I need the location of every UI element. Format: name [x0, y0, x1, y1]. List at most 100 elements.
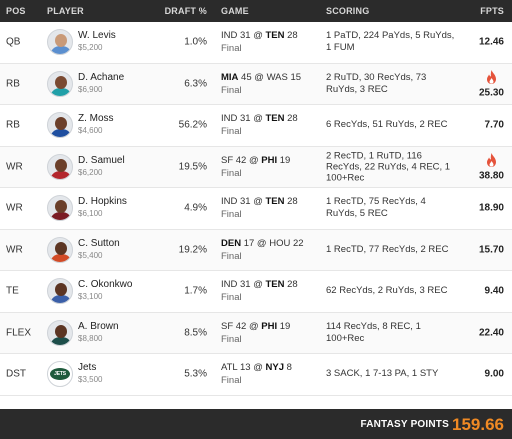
- fantasy-points: 18.90: [478, 202, 504, 214]
- player-team: TEN: [265, 30, 285, 41]
- player-team: TEN: [265, 113, 285, 124]
- player-position: RB: [6, 119, 20, 131]
- fantasy-points: 22.40: [478, 327, 504, 339]
- table-row[interactable]: TE C. Okonkwo $3,100 1.7% IND 31 @ TEN 28 Fin…: [0, 271, 512, 313]
- player-name[interactable]: C. Sutton: [78, 237, 120, 249]
- draft-percent: 5.3%: [184, 368, 207, 380]
- player-name[interactable]: W. Levis: [78, 30, 116, 41]
- headshot-jersey: [50, 170, 72, 179]
- header-fpts: FPTS: [480, 6, 504, 16]
- jets-logo-icon[interactable]: JETS: [47, 361, 73, 388]
- table-row[interactable]: WR D. Samuel $6,200 19.5% SF 42 @ PHI 19 Fina…: [0, 146, 512, 188]
- player-headshot[interactable]: [47, 153, 73, 180]
- game-status: Final: [221, 292, 242, 303]
- table-row[interactable]: WR C. Sutton $5,400 19.2% DEN 17 @ HOU 22 Fin…: [0, 229, 512, 271]
- headshot-jersey: [50, 253, 72, 262]
- header-player: PLAYER: [47, 6, 84, 16]
- headshot-jersey: [50, 87, 72, 96]
- fantasy-points-footer: FANTASY POINTS 159.66: [0, 409, 512, 439]
- fantasy-points: 7.70: [484, 119, 504, 131]
- game-matchup: IND 31 @ TEN 28: [221, 30, 298, 41]
- player-salary: $4,600: [78, 126, 103, 135]
- draft-percent: 56.2%: [178, 119, 207, 131]
- table-row[interactable]: RB D. Achane $6,900 6.3% MIA 45 @ WAS 15 Fina…: [0, 63, 512, 105]
- away-team: SF 42 @: [221, 320, 262, 332]
- headshot-face: [55, 34, 67, 48]
- home-score: 28: [284, 196, 298, 207]
- lineup-rows: QB W. Levis $5,200 1.0% IND 31 @ TEN 28 Final…: [0, 22, 512, 396]
- headshot-face: [55, 200, 67, 214]
- player-salary: $8,800: [78, 333, 103, 343]
- opponent: @ HOU 22: [254, 237, 304, 249]
- fantasy-points: 12.46: [478, 36, 504, 48]
- player-team: PHI: [261, 320, 278, 332]
- player-name[interactable]: Z. Moss: [78, 113, 114, 124]
- table-row[interactable]: DST JETS Jets $3,500 5.3% ATL 13 @ NYJ 8 Final…: [0, 354, 512, 396]
- game-matchup: IND 31 @ TEN 28: [221, 279, 298, 290]
- player-name[interactable]: Jets: [78, 362, 97, 373]
- player-headshot[interactable]: [47, 70, 73, 97]
- player-salary: $5,400: [78, 250, 103, 260]
- headshot-face: [55, 324, 67, 338]
- fantasy-points-total: 159.66: [452, 415, 504, 434]
- away-team: IND 31 @: [221, 113, 266, 124]
- opponent: @ WAS 15: [251, 71, 302, 83]
- player-position: FLEX: [6, 327, 32, 339]
- draft-percent: 8.5%: [184, 327, 207, 339]
- player-headshot[interactable]: [47, 278, 73, 305]
- player-headshot[interactable]: [47, 195, 73, 222]
- home-score: 28: [284, 279, 298, 290]
- headshot-face: [55, 75, 67, 89]
- player-position: WR: [6, 202, 23, 214]
- player-position: RB: [6, 78, 20, 90]
- scoring-breakdown: 2 RuTD, 30 RecYds, 73 RuYds, 3 REC: [326, 71, 427, 95]
- team-logo-shape: [50, 368, 70, 381]
- player-name[interactable]: A. Brown: [78, 320, 119, 332]
- fire-icon: [487, 69, 496, 84]
- scoring-breakdown: 1 PaTD, 224 PaYds, 5 RuYds, 1 FUM: [326, 30, 455, 54]
- player-headshot[interactable]: [47, 112, 73, 139]
- player-headshot[interactable]: [47, 319, 73, 346]
- player-name[interactable]: C. Okonkwo: [78, 279, 133, 290]
- home-score: 28: [284, 30, 298, 41]
- game-matchup: SF 42 @ PHI 19: [221, 155, 290, 166]
- table-row[interactable]: RB Z. Moss $4,600 56.2% IND 31 @ TEN 28 Final…: [0, 105, 512, 147]
- player-headshot[interactable]: [47, 236, 73, 263]
- player-headshot[interactable]: [47, 29, 73, 56]
- scoring-breakdown: 62 RecYds, 2 RuYds, 3 REC: [326, 285, 448, 297]
- player-position: WR: [6, 244, 23, 256]
- draft-percent: 19.5%: [178, 161, 207, 173]
- scoring-breakdown: 114 RecYds, 8 REC, 1 100+Rec: [326, 320, 421, 344]
- fantasy-points: 25.30: [478, 87, 504, 98]
- game-matchup: DEN 17 @ HOU 22: [221, 238, 304, 249]
- player-position: WR: [6, 161, 23, 173]
- table-row[interactable]: FLEX A. Brown $8,800 8.5% SF 42 @ PHI 19 Fina…: [0, 312, 512, 354]
- draft-percent: 4.9%: [184, 202, 207, 214]
- winning-score: 17: [241, 237, 255, 249]
- fire-icon: [487, 152, 496, 167]
- winning-team: DEN: [221, 237, 242, 249]
- away-team: IND 31 @: [221, 196, 266, 207]
- away-team: IND 31 @: [221, 279, 266, 290]
- home-score: 28: [284, 113, 298, 124]
- player-name[interactable]: D. Samuel: [78, 154, 125, 166]
- game-status: Final: [221, 250, 242, 262]
- scoring-breakdown: 2 RecTD, 1 RuTD, 116 RecYds, 22 RuYds, 4…: [326, 150, 451, 184]
- scoring-breakdown: 1 RecTD, 75 RecYds, 4 RuYds, 5 REC: [326, 196, 426, 220]
- draft-percent: 1.0%: [184, 36, 207, 48]
- game-matchup: IND 31 @ TEN 28: [221, 113, 298, 124]
- draft-percent: 6.3%: [184, 78, 207, 90]
- headshot-jersey: [50, 336, 72, 345]
- player-salary: $6,100: [78, 209, 103, 218]
- player-name[interactable]: D. Hopkins: [78, 196, 127, 207]
- player-name[interactable]: D. Achane: [78, 71, 125, 83]
- headshot-face: [55, 283, 67, 297]
- scoring-breakdown: 3 SACK, 1 7-13 PA, 1 STY: [326, 368, 439, 380]
- headshot-jersey: [50, 212, 72, 221]
- fantasy-points-label: FANTASY POINTS: [360, 419, 449, 430]
- game-status: Final: [221, 126, 242, 137]
- player-salary: $3,500: [78, 375, 103, 384]
- table-row[interactable]: WR D. Hopkins $6,100 4.9% IND 31 @ TEN 28 Fin…: [0, 188, 512, 230]
- player-position: DST: [6, 368, 26, 380]
- table-row[interactable]: QB W. Levis $5,200 1.0% IND 31 @ TEN 28 Final…: [0, 22, 512, 64]
